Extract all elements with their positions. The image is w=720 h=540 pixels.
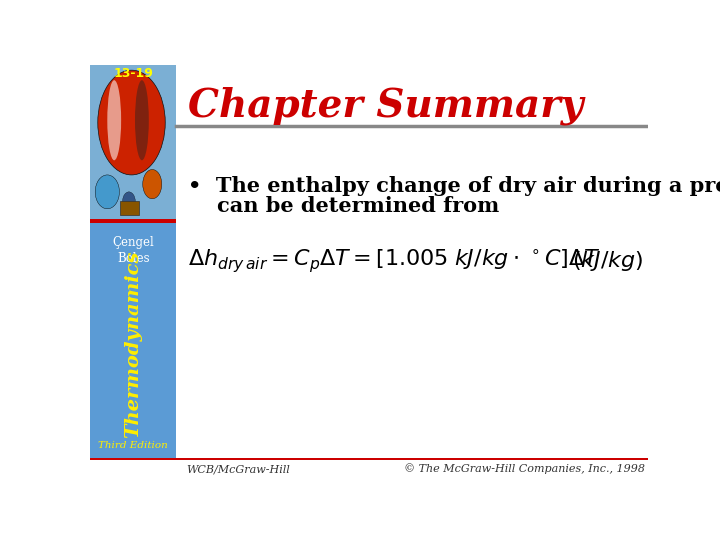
Text: Çengel
Boles: Çengel Boles [112,236,154,265]
Text: •  The enthalpy change of dry air during a process: • The enthalpy change of dry air during … [188,177,720,197]
Text: 13-19: 13-19 [113,67,153,80]
Ellipse shape [98,70,166,175]
Text: $\Delta h_{dry\,air} = C_p \Delta T = \left[1.005\; kJ / kg \cdot\,^\circ C\righ: $\Delta h_{dry\,air} = C_p \Delta T = \l… [188,247,600,275]
Text: WCB/McGraw-Hill: WCB/McGraw-Hill [186,464,289,474]
Bar [90,457,648,481]
Ellipse shape [95,175,120,209]
Text: can be determined from: can be determined from [188,195,500,215]
Text: $(kJ / kg)$: $(kJ / kg)$ [572,249,644,273]
Text: Third Edition: Third Edition [99,441,168,450]
Bar [90,219,176,222]
Bar [120,201,139,215]
Bar [90,222,176,457]
Ellipse shape [107,80,121,160]
Bar [90,65,176,219]
Ellipse shape [122,192,135,212]
Ellipse shape [135,80,149,160]
Text: Chapter Summary: Chapter Summary [188,86,583,125]
Text: Thermodynamics: Thermodynamics [125,250,143,438]
Text: © The McGraw-Hill Companies, Inc., 1998: © The McGraw-Hill Companies, Inc., 1998 [404,464,645,475]
Ellipse shape [143,170,162,199]
Bar [90,457,648,460]
